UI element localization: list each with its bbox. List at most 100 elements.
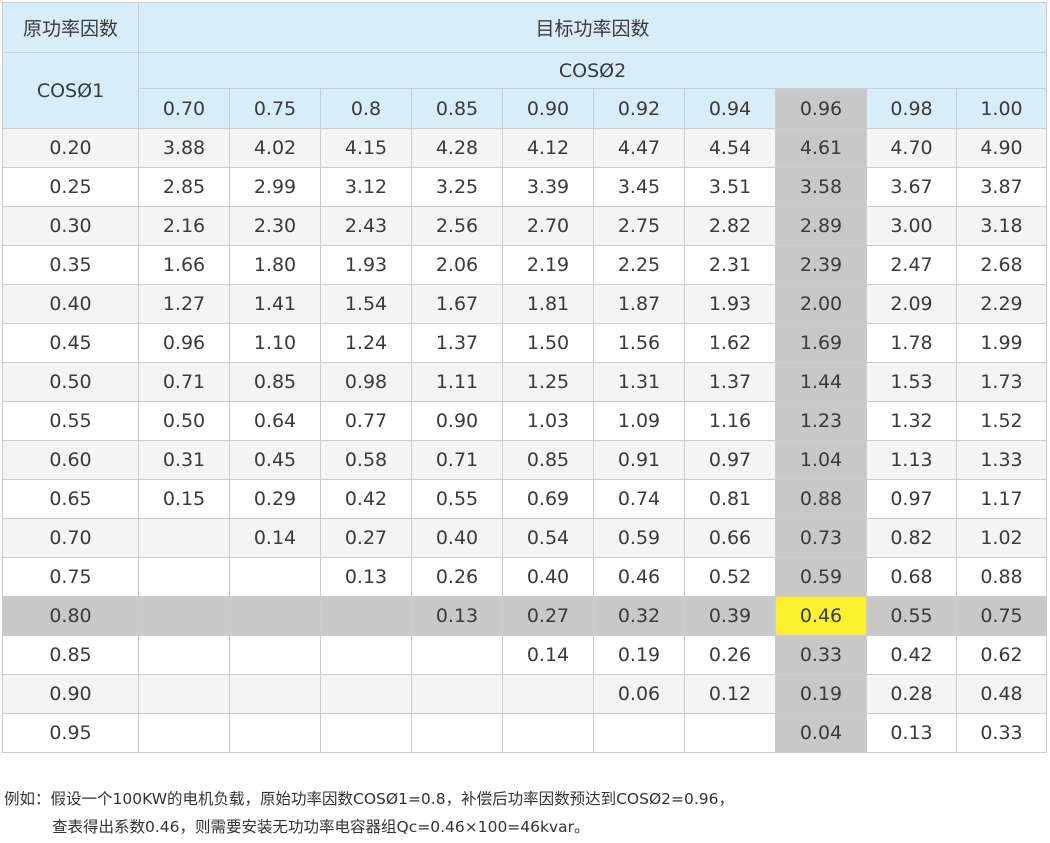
table-cell — [229, 596, 321, 636]
column-header: 0.94 — [684, 88, 776, 129]
table-cell: 3.18 — [955, 206, 1048, 246]
table-cell: 0.42 — [866, 635, 957, 675]
table-cell: 2.39 — [775, 245, 867, 285]
table-cell: 0.15 — [138, 479, 230, 519]
table-cell: 0.26 — [411, 557, 503, 597]
table-cell: 0.13 — [866, 713, 957, 753]
row-label: 0.95 — [2, 713, 139, 753]
row-label: 0.55 — [2, 401, 139, 441]
table-cell — [138, 557, 230, 597]
table-cell: 2.89 — [775, 206, 867, 246]
table-cell: 0.85 — [229, 362, 321, 402]
table-cell: 0.77 — [320, 401, 412, 441]
table-row: 0.80 0.13 0.27 0.32 0.39 0.46 0.55 0.75 — [2, 596, 1048, 636]
table-cell: 1.09 — [593, 401, 685, 441]
table-cell: 0.14 — [229, 518, 321, 558]
table-cell: 1.66 — [138, 245, 230, 285]
table-cell: 0.55 — [866, 596, 957, 636]
table-cell: 0.04 — [775, 713, 867, 753]
table-cell: 1.93 — [684, 284, 776, 324]
table-cell: 2.30 — [229, 206, 321, 246]
table-cell: 0.40 — [502, 557, 594, 597]
table-cell: 1.50 — [502, 323, 594, 363]
table-cell: 3.58 — [775, 167, 867, 207]
table-cell: 0.68 — [866, 557, 957, 597]
column-header: 0.70 — [138, 88, 230, 129]
table-cell — [138, 713, 230, 753]
table-cell: 1.17 — [955, 479, 1048, 519]
table-row: 0.65 0.15 0.29 0.42 0.55 0.69 0.74 0.81 0.88 0.97… — [2, 479, 1048, 519]
column-header: 0.90 — [502, 88, 594, 129]
table-row: 0.45 0.96 1.10 1.24 1.37 1.50 1.56 1.62 1.69 1.78… — [2, 323, 1048, 363]
table-cell: 1.03 — [502, 401, 594, 441]
table-cell: 0.69 — [502, 479, 594, 519]
table-cell — [138, 674, 230, 714]
table-cell: 0.19 — [775, 674, 867, 714]
table-cell: 0.40 — [411, 518, 503, 558]
table-cell: 0.29 — [229, 479, 321, 519]
table-cell: 1.33 — [955, 440, 1048, 480]
table-cell: 4.61 — [775, 128, 867, 168]
table-cell: 0.06 — [593, 674, 685, 714]
table-cell — [411, 713, 503, 753]
table-cell: 0.58 — [320, 440, 412, 480]
column-header: 0.75 — [229, 88, 321, 129]
table-cell: 3.67 — [866, 167, 957, 207]
table-row: 0.40 1.27 1.41 1.54 1.67 1.81 1.87 1.93 2.00 2.09… — [2, 284, 1048, 324]
table-row: 0.60 0.31 0.45 0.58 0.71 0.85 0.91 0.97 1.04 1.13… — [2, 440, 1048, 480]
table-cell — [138, 518, 230, 558]
table-cell: 1.37 — [684, 362, 776, 402]
table-cell: 1.53 — [866, 362, 957, 402]
row-label: 0.30 — [2, 206, 139, 246]
table-cell: 1.10 — [229, 323, 321, 363]
example-note: 例如：假设一个100KW的电机负载，原始功率因数COSØ1=0.8，补偿后功率因… — [4, 785, 1044, 841]
table-cell: 2.09 — [866, 284, 957, 324]
column-header: 0.85 — [411, 88, 503, 129]
target-pf-column-headers: 0.70 0.75 0.8 0.85 0.90 0.92 0.94 0.96 0.98 1.00 — [3, 88, 1048, 129]
table-cell: 2.75 — [593, 206, 685, 246]
table-row: 0.35 1.66 1.80 1.93 2.06 2.19 2.25 2.31 2.39 2.47… — [2, 245, 1048, 285]
table-cell: 1.25 — [502, 362, 594, 402]
table-cell: 1.54 — [320, 284, 412, 324]
table-cell: 0.48 — [955, 674, 1048, 714]
table-cell: 0.81 — [684, 479, 776, 519]
table-cell: 0.14 — [502, 635, 594, 675]
table-cell: 0.88 — [955, 557, 1048, 597]
table-cell — [320, 596, 412, 636]
row-label: 0.90 — [2, 674, 139, 714]
table-cell: 0.46 — [593, 557, 685, 597]
table-cell: 4.70 — [866, 128, 957, 168]
table-cell: 0.59 — [775, 557, 867, 597]
table-cell — [320, 635, 412, 675]
table-cell: 4.15 — [320, 128, 412, 168]
table-cell: 0.64 — [229, 401, 321, 441]
table-cell — [229, 674, 321, 714]
column-header: 1.00 — [955, 88, 1048, 129]
table-cell: 1.37 — [411, 323, 503, 363]
table-cell — [502, 674, 594, 714]
table-cell: 0.33 — [955, 713, 1048, 753]
table-cell: 1.02 — [955, 518, 1048, 558]
table-cell: 0.85 — [502, 440, 594, 480]
table-row: 0.25 2.85 2.99 3.12 3.25 3.39 3.45 3.51 3.58 3.67… — [2, 167, 1048, 207]
table-cell: 2.31 — [684, 245, 776, 285]
table-row: 0.95 0.04 0.13 0.33 — [2, 713, 1048, 753]
table-cell: 1.16 — [684, 401, 776, 441]
table-cell: 3.00 — [866, 206, 957, 246]
table-cell: 1.62 — [684, 323, 776, 363]
table-cell — [229, 635, 321, 675]
row-label: 0.70 — [2, 518, 139, 558]
table-cell: 0.26 — [684, 635, 776, 675]
cos1-header: COSØ1 — [2, 52, 139, 129]
table-cell: 0.27 — [502, 596, 594, 636]
table-cell: 1.87 — [593, 284, 685, 324]
row-label: 0.75 — [2, 557, 139, 597]
table-cell: 1.69 — [775, 323, 867, 363]
table-cell: 2.82 — [684, 206, 776, 246]
table-cell: 1.44 — [775, 362, 867, 402]
row-label: 0.35 — [2, 245, 139, 285]
table-cell — [138, 635, 230, 675]
row-label: 0.45 — [2, 323, 139, 363]
table-row: 0.75 0.13 0.26 0.40 0.46 0.52 0.59 0.68 0.88 — [2, 557, 1048, 597]
table-cell: 4.02 — [229, 128, 321, 168]
